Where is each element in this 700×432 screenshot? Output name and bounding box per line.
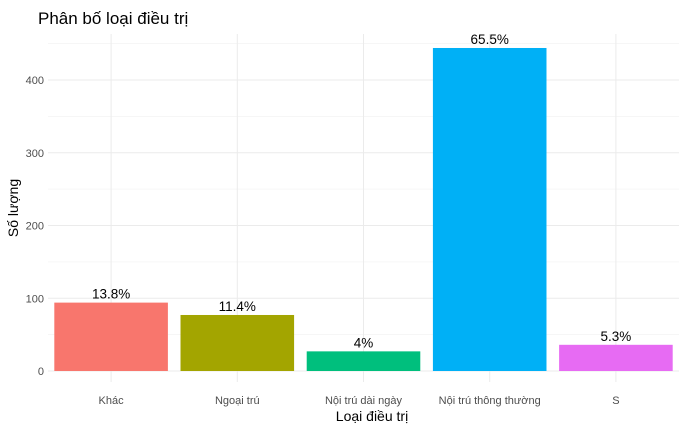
- bar: [432, 47, 547, 372]
- bar: [306, 351, 421, 371]
- bar: [54, 302, 168, 371]
- x-tick-label: Ngoại trú: [215, 395, 260, 407]
- chart-title: Phân bố loại điều trị: [38, 9, 188, 28]
- y-tick-label: 100: [26, 293, 44, 305]
- data-labels: 13.8% 11.4% 4% 65.5% 5.3%: [92, 32, 631, 350]
- y-axis-title: Số lượng: [5, 179, 21, 237]
- bar: [559, 344, 673, 371]
- x-tick-label: S: [612, 395, 619, 407]
- data-label: 11.4%: [219, 299, 256, 314]
- y-tick-label: 300: [26, 148, 44, 160]
- bar: [180, 314, 295, 371]
- data-label: 13.8%: [92, 287, 130, 302]
- x-tick-label: Nội trú thông thường: [439, 395, 541, 407]
- x-axis-title: Loại điều trị: [336, 408, 408, 424]
- y-tick-label: 400: [26, 75, 44, 87]
- y-tick-label: 200: [26, 221, 44, 233]
- y-axis-tick-labels: 0 100 200 300 400: [26, 75, 44, 378]
- data-label: 4%: [354, 335, 374, 350]
- bars: [54, 47, 673, 372]
- y-tick-label: 0: [38, 366, 44, 378]
- data-label: 65.5%: [471, 32, 509, 47]
- x-axis-tick-labels: Khác Ngoại trú Nội trú dài ngày Nội trú thô…: [99, 395, 620, 407]
- x-tick-label: Nội trú dài ngày: [325, 395, 403, 407]
- x-tick-label: Khác: [99, 395, 125, 407]
- data-label: 5.3%: [601, 329, 632, 344]
